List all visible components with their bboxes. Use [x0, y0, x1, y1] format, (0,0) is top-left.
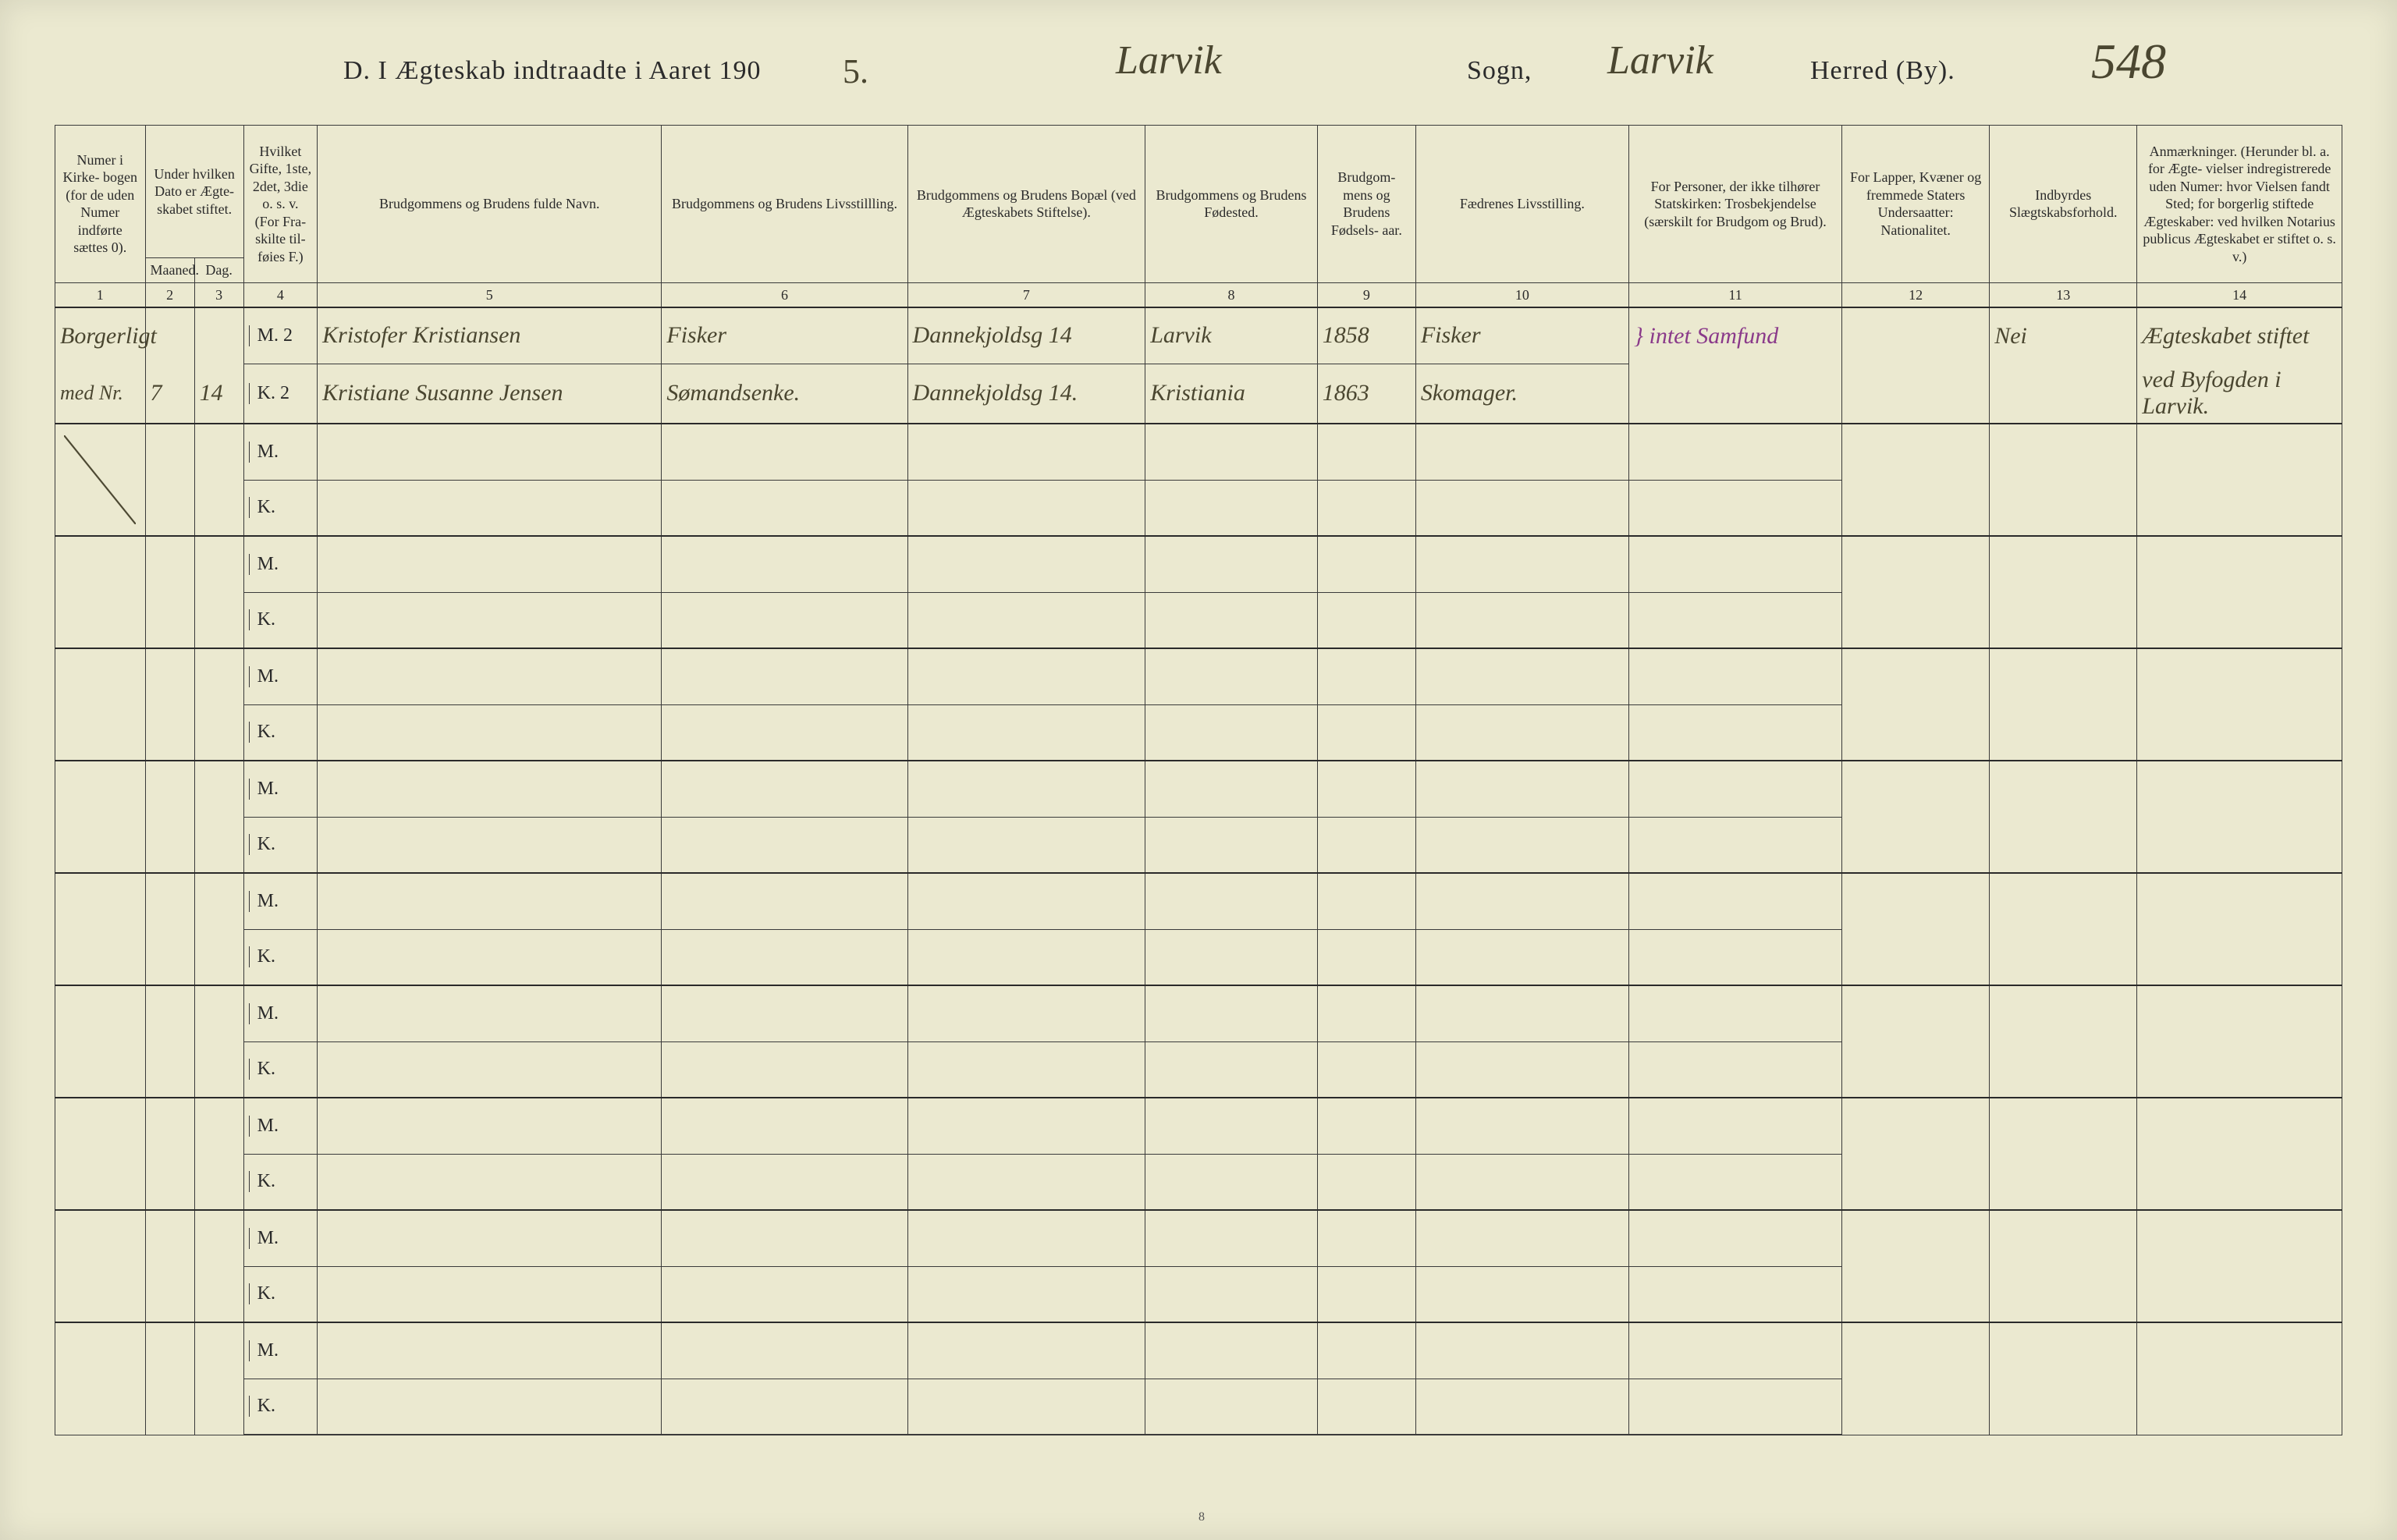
col-header-9: Brudgom- mens og Brudens Fødsels- aar. — [1317, 126, 1415, 283]
col-header-12: For Lapper, Kvæner og fremmede Staters U… — [1842, 126, 1990, 283]
ledger-table: Numer i Kirke- bogen (for de uden Numer … — [55, 125, 2342, 1435]
col-num-12: 12 — [1842, 282, 1990, 307]
cell-faedre-k: Skomager. — [1415, 364, 1628, 424]
empty-row-m: M. — [55, 648, 2342, 704]
col-header-11: For Personer, der ikke tilhører Statskir… — [1628, 126, 1841, 283]
cell-nation-k — [1842, 364, 1990, 424]
empty-row-m: M. — [55, 761, 2342, 817]
col-header-5: Brudgommens og Brudens fulde Navn. — [318, 126, 662, 283]
col-header-10: Fædrenes Livsstilling. — [1415, 126, 1628, 283]
cell-navn-m: Kristofer Kristiansen — [318, 307, 662, 364]
cell-fodselsaar-m: 1858 — [1317, 307, 1415, 364]
col-header-13: Indbyrdes Slægtskabsforhold. — [1990, 126, 2137, 283]
margin-note-2: med Nr. — [55, 364, 146, 424]
empty-row-m: M. — [55, 424, 2342, 480]
cell-fodested-k: Kristiania — [1145, 364, 1318, 424]
title-prefix: D. I Ægteskab indtraadte i Aaret 190 — [343, 56, 761, 86]
cell-bopael-m: Dannekjoldsg 14 — [907, 307, 1145, 364]
empty-row-m: M. — [55, 1098, 2342, 1154]
page-number: 548 — [2091, 33, 2166, 90]
cell-tros-k — [1628, 364, 1841, 424]
cell-empty — [194, 424, 243, 536]
col-num-7: 7 — [907, 282, 1145, 307]
cell-bopael-k: Dannekjoldsg 14. — [907, 364, 1145, 424]
col-header-1: Numer i Kirke- bogen (for de uden Numer … — [55, 126, 146, 283]
col-num-9: 9 — [1317, 282, 1415, 307]
table-body: Borgerligt M. 2 Kristofer Kristiansen Fi… — [55, 307, 2342, 1435]
col-num-8: 8 — [1145, 282, 1318, 307]
sogn-label: Sogn, — [1467, 56, 1532, 86]
col-header-6: Brudgommens og Brudens Livsstillling. — [662, 126, 907, 283]
entry-row-k: med Nr. 7 14 K. 2 Kristiane Susanne Jens… — [55, 364, 2342, 424]
col-num-14: 14 — [2137, 282, 2342, 307]
cell-livsstilling-m: Fisker — [662, 307, 907, 364]
cell-slaegt: Nei — [1990, 307, 2137, 364]
empty-row-m: M. — [55, 873, 2342, 929]
col-num-11: 11 — [1628, 282, 1841, 307]
empty-row-m: M. — [55, 1210, 2342, 1266]
col-num-5: 5 — [318, 282, 662, 307]
footer-mark: 8 — [1198, 1510, 1205, 1524]
cell-dag-k: 14 — [194, 364, 243, 424]
ledger-page: D. I Ægteskab indtraadte i Aaret 190 5. … — [0, 0, 2397, 1540]
cell-nation — [1842, 307, 1990, 364]
cell-anm-m: Ægteskabet stiftet — [2137, 307, 2342, 364]
margin-note-1: Borgerligt — [55, 307, 146, 364]
cell-navn-k: Kristiane Susanne Jensen — [318, 364, 662, 424]
mk-k: K. 2 — [243, 364, 318, 424]
table-header: Numer i Kirke- bogen (for de uden Numer … — [55, 126, 2342, 308]
cell-fodselsaar-k: 1863 — [1317, 364, 1415, 424]
cell-livsstilling-k: Sømandsenke. — [662, 364, 907, 424]
empty-row-m: M. — [55, 985, 2342, 1041]
col-num-10: 10 — [1415, 282, 1628, 307]
cell-anm-k: ved Byfogden i Larvik. — [2137, 364, 2342, 424]
col-header-8: Brudgommens og Brudens Fødested. — [1145, 126, 1318, 283]
col-num-2: 2 — [145, 282, 194, 307]
col-num-1: 1 — [55, 282, 146, 307]
cell-tros-m: } intet Samfund — [1628, 307, 1841, 364]
col-header-2-3: Under hvilken Dato er Ægte- skabet stift… — [145, 126, 243, 258]
col-subheader-dag: Dag. — [194, 258, 243, 283]
mk-k: K. — [243, 480, 318, 536]
cell-slaegt-k — [1990, 364, 2137, 424]
margin-slash — [55, 424, 146, 536]
col-header-4: Hvilket Gifte, 1ste, 2det, 3die o. s. v.… — [243, 126, 318, 283]
entry-row-m: Borgerligt M. 2 Kristofer Kristiansen Fi… — [55, 307, 2342, 364]
mk-m: M. — [243, 424, 318, 480]
cell-dag — [194, 307, 243, 364]
cell-faedre-m: Fisker — [1415, 307, 1628, 364]
cell-fodested-m: Larvik — [1145, 307, 1318, 364]
col-subheader-maaned: Maaned. — [145, 258, 194, 283]
col-num-3: 3 — [194, 282, 243, 307]
title-year-suffix: 5. — [843, 51, 868, 91]
col-num-6: 6 — [662, 282, 907, 307]
col-num-13: 13 — [1990, 282, 2137, 307]
col-header-14: Anmærkninger. (Herunder bl. a. for Ægte-… — [2137, 126, 2342, 283]
col-num-4: 4 — [243, 282, 318, 307]
title-row: D. I Ægteskab indtraadte i Aaret 190 5. … — [0, 56, 2397, 111]
col-header-7: Brudgommens og Brudens Bopæl (ved Ægtesk… — [907, 126, 1145, 283]
sogn-value: Larvik — [1116, 37, 1222, 83]
cell-maaned-k: 7 — [145, 364, 194, 424]
herred-label: Herred (By). — [1810, 56, 1955, 86]
herred-value: Larvik — [1607, 37, 1713, 83]
empty-row-m: M. — [55, 536, 2342, 592]
mk-m: M. 2 — [243, 307, 318, 364]
empty-row-m: M. — [55, 1322, 2342, 1379]
cell-empty — [145, 424, 194, 536]
